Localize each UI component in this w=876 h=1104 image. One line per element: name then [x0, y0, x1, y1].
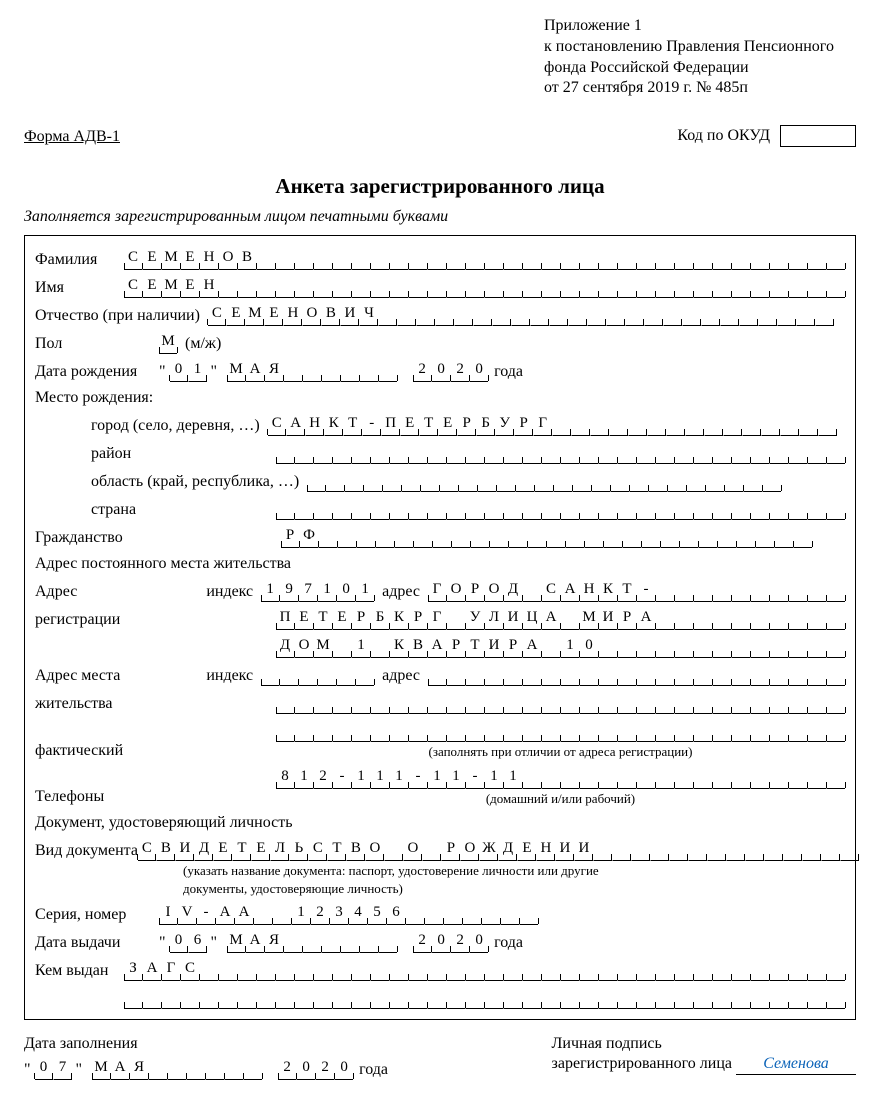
lbl-citizenship: Гражданство	[35, 528, 281, 548]
cells-reg-addr2[interactable]: ПЕТЕРБКРГ УЛИЦА МИРА	[276, 608, 845, 630]
fill-date-block: Дата заполнения " 07 " МАЯ 2020 года	[24, 1034, 388, 1080]
cells-dob-day[interactable]: 01	[170, 360, 207, 382]
lbl-addr: Адрес	[35, 582, 206, 602]
cells-citizenship[interactable]: РФ	[281, 526, 812, 548]
cells-patronymic[interactable]: СЕМЕНОВИЧ	[208, 304, 834, 326]
cells-fact-addr1[interactable]	[428, 664, 845, 686]
fill-year-word: года	[359, 1060, 388, 1080]
cells-city[interactable]: САНКТ-ПЕТЕРБУРГ	[268, 414, 837, 436]
lbl-fact1: Адрес места	[35, 666, 206, 686]
okud-box[interactable]	[780, 125, 856, 147]
signature-block: Личная подпись зарегистрированного лица …	[552, 1034, 856, 1075]
lbl-sig1: Личная подпись	[552, 1034, 856, 1054]
cells-reg-addr1[interactable]: ГОРОД САНКТ-	[428, 580, 845, 602]
cells-issue-year[interactable]: 2020	[413, 931, 488, 953]
lbl-fill-date: Дата заполнения	[24, 1034, 388, 1054]
cells-issued-by2[interactable]	[124, 987, 845, 1009]
lbl-fact3: фактический	[35, 741, 276, 761]
cells-phone[interactable]: 812-111-11-11	[276, 767, 845, 789]
cells-surname[interactable]: СЕМЕНОВ	[124, 248, 845, 270]
lbl-fact2: жительства	[35, 694, 276, 714]
sex-hint: (м/ж)	[185, 334, 221, 354]
lbl-pob: Место рождения:	[35, 388, 153, 408]
appendix-line1: Приложение 1	[544, 16, 856, 37]
issue-year-word: года	[494, 933, 523, 953]
lbl-sex: Пол	[35, 334, 159, 354]
page-title: Анкета зарегистрированного лица	[24, 173, 856, 199]
subtitle: Заполняется зарегистрированным лицом печ…	[24, 207, 856, 227]
lbl-sig2: зарегистрированного лица	[552, 1055, 732, 1072]
appendix-line4: от 27 сентября 2019 г. № 485п	[544, 78, 856, 99]
cells-doc-type[interactable]: СВИДЕТЕЛЬСТВО О РОЖДЕНИИ	[138, 839, 859, 861]
lbl-series: Серия, номер	[35, 905, 159, 925]
cells-dob-year[interactable]: 2020	[413, 360, 488, 382]
appendix-line2: к постановлению Правления Пенсионного	[544, 37, 856, 58]
lbl-district: район	[91, 444, 276, 464]
lbl-city: город (село, деревня, …)	[91, 416, 260, 436]
cells-dob-month[interactable]: МАЯ	[227, 360, 397, 382]
cells-sex[interactable]: М	[159, 332, 177, 354]
lbl-doc-type: Вид документа	[35, 841, 138, 861]
lbl-perm-addr: Адрес постоянного места жительства	[35, 554, 291, 574]
lbl-doc-title: Документ, удостоверяющий личность	[35, 813, 293, 833]
cells-fill-day[interactable]: 07	[35, 1058, 72, 1080]
lbl-index: индекс	[206, 582, 253, 602]
fact-note: (заполнять при отличии от адреса регистр…	[276, 744, 845, 760]
lbl-issue-date: Дата выдачи	[35, 933, 159, 953]
cells-region[interactable]	[307, 470, 781, 492]
cells-issue-day[interactable]: 06	[170, 931, 207, 953]
cells-fact-addr3[interactable]	[276, 720, 845, 742]
doc-note2: документы, удостоверяющие личность)	[183, 881, 845, 897]
lbl-phones: Телефоны	[35, 787, 276, 807]
lbl-dob: Дата рождения	[35, 362, 159, 382]
lbl-country: страна	[91, 500, 276, 520]
cells-fill-year[interactable]: 2020	[278, 1058, 353, 1080]
cells-fact-addr2[interactable]	[276, 692, 845, 714]
signature-value: Семенова	[755, 1055, 837, 1072]
cells-reg-addr3[interactable]: ДОМ 1 КВАРТИРА 10	[276, 636, 845, 658]
lbl-patronymic: Отчество (при наличии)	[35, 306, 200, 326]
cells-country[interactable]	[276, 498, 845, 520]
okud-label: Код по ОКУД	[677, 126, 770, 146]
lbl-addr-word2: адрес	[382, 666, 420, 686]
lbl-registration: регистрации	[35, 610, 276, 630]
lbl-issued-by: Кем выдан	[35, 961, 124, 981]
header-appendix: Приложение 1 к постановлению Правления П…	[544, 16, 856, 99]
cells-fill-month[interactable]: МАЯ	[92, 1058, 262, 1080]
cells-reg-index[interactable]: 197101	[261, 580, 374, 602]
form-box: Фамилия СЕМЕНОВ Имя СЕМЕН Отчество (при …	[24, 235, 856, 1020]
doc-note1: (указать название документа: паспорт, уд…	[183, 863, 845, 879]
lbl-surname: Фамилия	[35, 250, 124, 270]
phones-note: (домашний и/или рабочий)	[276, 791, 845, 807]
cells-series[interactable]: IV-АА 123456	[159, 903, 538, 925]
cells-district[interactable]	[276, 442, 845, 464]
cells-issued-by[interactable]: ЗАГС	[124, 959, 845, 981]
lbl-name: Имя	[35, 278, 124, 298]
form-code: Форма АДВ-1	[24, 127, 120, 147]
cells-fact-index[interactable]	[261, 664, 374, 686]
lbl-index2: индекс	[206, 666, 253, 686]
okud: Код по ОКУД	[677, 125, 856, 147]
lbl-region: область (край, республика, …)	[91, 472, 299, 492]
cells-issue-month[interactable]: МАЯ	[227, 931, 397, 953]
lbl-addr-word: адрес	[382, 582, 420, 602]
appendix-line3: фонда Российской Федерации	[544, 58, 856, 79]
cells-name[interactable]: СЕМЕН	[124, 276, 845, 298]
signature-line[interactable]: Семенова	[736, 1054, 856, 1075]
dob-year-word: года	[494, 362, 523, 382]
